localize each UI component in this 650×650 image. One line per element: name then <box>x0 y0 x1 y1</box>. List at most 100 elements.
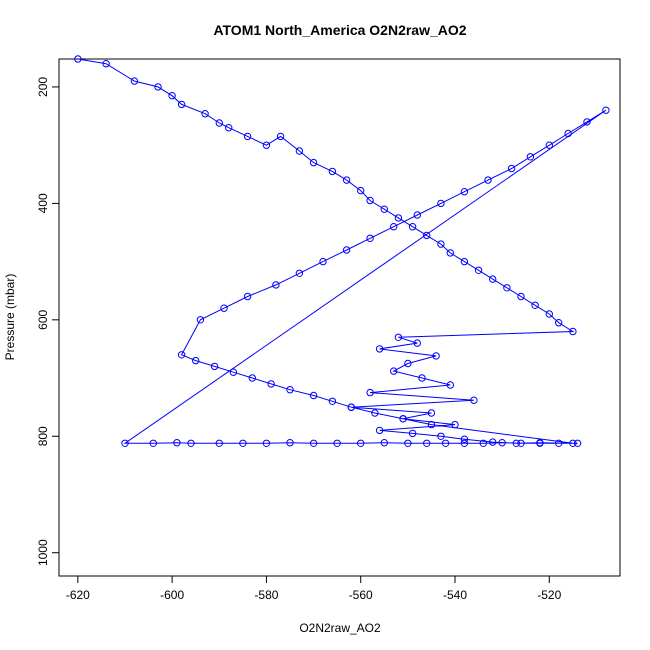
data-point <box>394 214 403 222</box>
data-point <box>460 439 469 447</box>
x-tick-label: -560 <box>349 588 373 602</box>
data-point <box>243 292 252 301</box>
data-point <box>173 439 181 447</box>
data-point <box>512 439 520 447</box>
data-point <box>201 110 209 118</box>
data-point <box>432 352 440 360</box>
data-point <box>380 439 388 447</box>
data-point <box>380 205 388 213</box>
data-point <box>196 316 205 324</box>
data-point <box>404 359 412 368</box>
data-point <box>408 223 417 231</box>
data-point <box>154 83 162 91</box>
data-point <box>286 439 294 447</box>
data-point <box>498 439 506 447</box>
data-point <box>262 439 271 447</box>
data-point <box>319 257 327 266</box>
plot-area <box>74 55 610 447</box>
data-point <box>192 356 200 365</box>
data-point <box>390 223 398 231</box>
data-point <box>248 374 257 382</box>
chart-title: ATOM1 North_America O2N2raw_AO2 <box>213 22 466 38</box>
data-point <box>437 199 445 208</box>
data-point <box>427 420 436 429</box>
data-point <box>507 164 516 173</box>
data-point <box>531 301 539 309</box>
data-point <box>489 438 497 446</box>
data-point <box>413 211 421 219</box>
data-point <box>130 77 139 85</box>
data-point <box>517 439 525 447</box>
data-point <box>394 333 403 341</box>
data-point <box>484 176 492 184</box>
data-point <box>451 420 459 429</box>
x-tick-label: -620 <box>66 588 90 602</box>
data-point <box>342 176 351 184</box>
data-point <box>441 439 450 447</box>
series-line <box>77 58 607 444</box>
data-point <box>229 368 238 376</box>
data-point <box>423 231 431 240</box>
data-point <box>333 439 341 447</box>
data-point <box>602 106 610 114</box>
data-point <box>418 374 426 382</box>
data-point <box>243 132 252 141</box>
y-tick-label: 800 <box>36 426 50 446</box>
data-point <box>121 439 129 447</box>
y-tick-label: 600 <box>36 309 50 329</box>
plot-frame <box>58 58 621 577</box>
data-point <box>583 118 591 126</box>
data-point <box>357 439 365 447</box>
x-axis: -620 -600 -580 -560 -540 -520 <box>66 575 562 602</box>
x-axis-label: O2N2raw_AO2 <box>299 621 381 635</box>
data-point <box>102 60 110 68</box>
y-axis: 200 400 600 800 1000 <box>36 77 60 566</box>
data-point <box>526 153 535 161</box>
data-point <box>177 100 186 109</box>
data-point <box>573 439 582 447</box>
data-point <box>404 439 412 447</box>
data-point <box>149 439 158 447</box>
y-tick-label: 400 <box>36 193 50 213</box>
data-point <box>309 439 318 447</box>
data-point <box>366 388 374 397</box>
data-point <box>225 124 233 132</box>
data-point <box>215 439 224 447</box>
data-point <box>309 158 318 167</box>
data-point <box>286 386 294 394</box>
data-point <box>427 409 436 417</box>
data-point <box>74 55 82 63</box>
data-point <box>437 240 445 248</box>
data-point <box>555 439 563 447</box>
data-point <box>437 432 445 440</box>
data-point <box>295 269 304 277</box>
data-point <box>470 396 478 404</box>
data-point <box>545 310 553 318</box>
data-point <box>272 281 280 289</box>
data-point <box>555 319 563 327</box>
data-point <box>399 415 407 423</box>
data-point <box>413 339 421 347</box>
data-point <box>569 439 577 447</box>
data-series <box>74 55 610 447</box>
data-point <box>328 167 337 176</box>
x-tick-label: -580 <box>254 588 278 602</box>
data-point <box>390 367 398 375</box>
x-tick-label: -520 <box>537 588 561 602</box>
data-point <box>503 284 511 292</box>
data-point <box>564 129 572 138</box>
data-point <box>517 292 525 301</box>
data-point <box>357 186 365 195</box>
data-point <box>366 234 374 243</box>
y-tick-label: 200 <box>36 77 50 97</box>
data-point <box>239 439 247 447</box>
data-point <box>168 92 176 100</box>
data-point <box>276 132 285 141</box>
data-point <box>267 380 275 388</box>
data-point <box>262 141 271 149</box>
data-point <box>460 188 469 196</box>
data-point <box>460 257 469 266</box>
y-axis-label: Pressure (mbar) <box>3 274 17 361</box>
data-point <box>479 439 487 447</box>
